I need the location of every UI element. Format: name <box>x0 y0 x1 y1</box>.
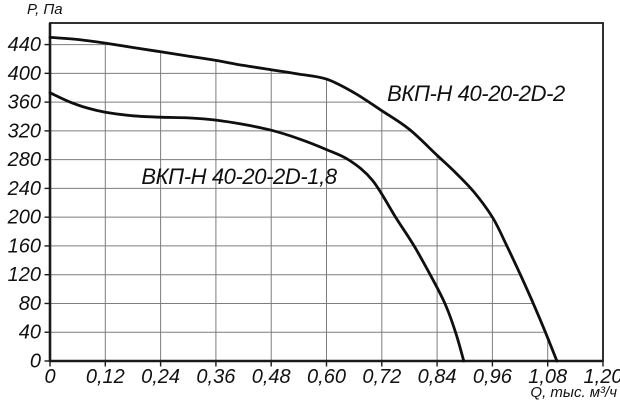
y-tick-label: 240 <box>7 178 41 200</box>
y-tick-label: 440 <box>8 34 41 56</box>
y-tick-label: 160 <box>8 235 41 257</box>
series-label-vkp-n-40-20-2d-1-8: ВКП-Н 40-20-2D-1,8 <box>141 164 337 189</box>
series-curve-0 <box>48 36 559 363</box>
x-tick-label: 0,12 <box>86 366 125 388</box>
y-tick-label: 320 <box>8 120 41 142</box>
y-tick-label: 40 <box>19 322 41 344</box>
y-tick-label: 280 <box>7 149 41 171</box>
x-tick-label: 0 <box>44 366 55 388</box>
series-label-vkp-n-40-20-2d-2: ВКП-Н 40-20-2D-2 <box>387 81 565 106</box>
x-tick-label: 0,60 <box>307 366 346 388</box>
x-axis-title: Q, тыс. м³/ч <box>530 384 617 401</box>
y-axis-title: P, Па <box>27 1 63 18</box>
x-tick-label: 1,20 <box>584 366 620 388</box>
series-curve-1 <box>48 91 466 363</box>
y-tick-label: 400 <box>8 63 41 85</box>
y-tick-label: 120 <box>8 264 41 286</box>
x-tick-label: 0,36 <box>196 366 236 388</box>
y-tick-label: 200 <box>7 207 41 229</box>
x-tick-label: 0,72 <box>362 366 401 388</box>
x-tick-label: 0,24 <box>141 366 180 388</box>
x-tick-label: 0,96 <box>473 366 513 388</box>
y-tick-label: 0 <box>30 351 41 373</box>
grid <box>50 37 557 361</box>
x-tick-label: 0,48 <box>252 366 291 388</box>
y-tick-label: 360 <box>8 92 41 114</box>
y-tick-label: 80 <box>19 293 41 315</box>
x-tick-label: 0,84 <box>418 366 457 388</box>
x-tick-label: 1,08 <box>528 366 567 388</box>
axis-ticks <box>44 43 604 367</box>
